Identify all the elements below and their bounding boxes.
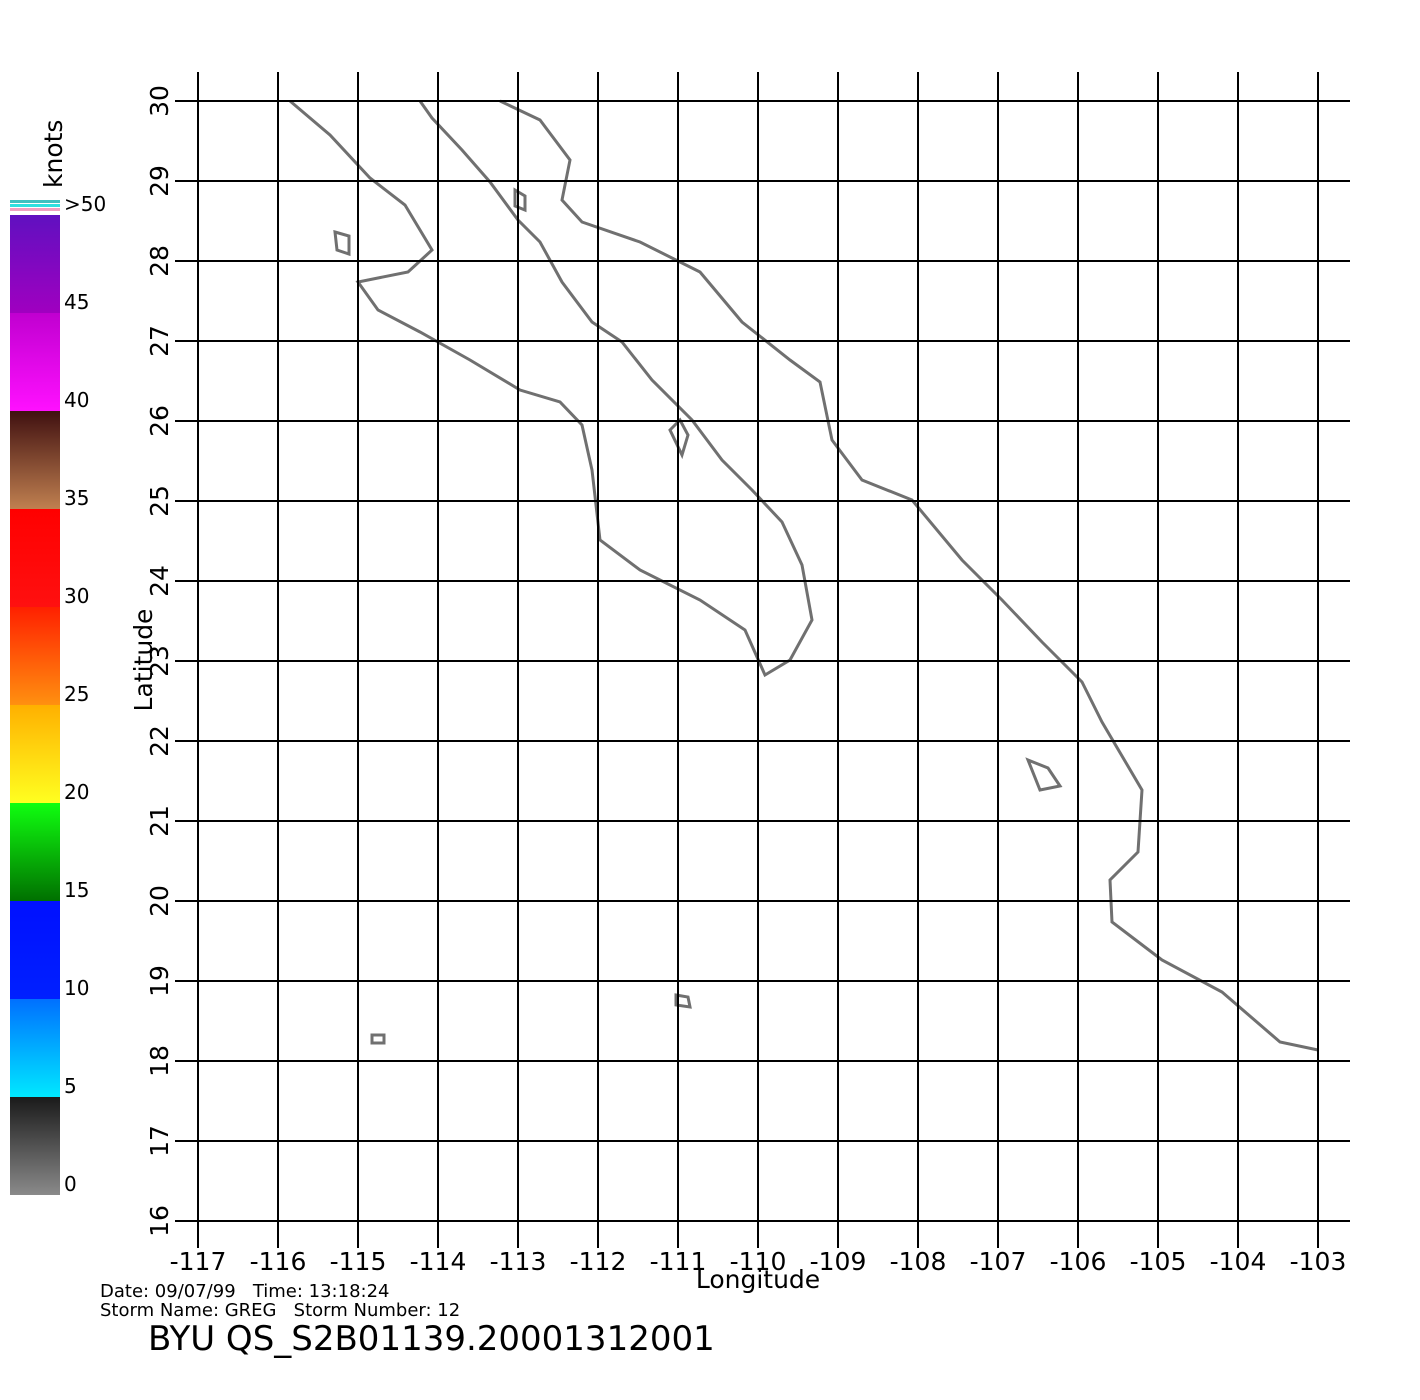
colorbar-tick-label: 20 <box>64 780 89 804</box>
y-tick-label: 17 <box>145 1125 174 1157</box>
y-tick-label: 28 <box>145 245 174 277</box>
grid: -117 -116 -115 -114 -113 -112 -111 -110 -109 -108… <box>145 72 1350 1276</box>
y-axis-label: Latitude <box>129 609 158 712</box>
colorbar-label: knots <box>39 120 68 188</box>
x-tick-label: -104 <box>1210 1247 1267 1276</box>
x-tick-label: -116 <box>250 1247 307 1276</box>
colorbar-band <box>10 999 60 1097</box>
x-tick-label: -113 <box>490 1247 547 1276</box>
y-tick-label: 19 <box>145 965 174 997</box>
coastline <box>289 99 1319 1052</box>
x-tick-label: -117 <box>170 1247 227 1276</box>
colorbar-tick-label: 25 <box>64 682 89 706</box>
colorbar-band <box>10 1097 60 1195</box>
y-tick-label: 23 <box>145 645 174 677</box>
colorbar-tick-label: 10 <box>64 976 89 1000</box>
info-line: Date: 09/07/99 Time: 13:18:24 <box>100 1281 390 1302</box>
x-tick-label: -108 <box>890 1247 947 1276</box>
x-tick-label: -106 <box>1050 1247 1107 1276</box>
colorbar-band <box>10 705 60 803</box>
colorbar-band <box>10 901 60 999</box>
colorbar-tick-label: 5 <box>64 1074 77 1098</box>
y-tick-label: 30 <box>145 85 174 117</box>
baja-coast <box>289 99 814 678</box>
colorbar-cap <box>10 208 60 211</box>
island <box>333 187 1063 1045</box>
x-tick-label: -105 <box>1130 1247 1187 1276</box>
x-tick-label: -107 <box>970 1247 1027 1276</box>
x-tick-label: -110 <box>730 1247 787 1276</box>
colorbar-tick-label: 0 <box>64 1172 77 1196</box>
y-tick-label: 27 <box>145 325 174 357</box>
colorbar-band <box>10 607 60 705</box>
colorbar-tick-label: 40 <box>64 388 89 412</box>
colorbar-band <box>10 215 60 313</box>
mainland-coast <box>499 99 1319 1052</box>
x-tick-label: -115 <box>330 1247 387 1276</box>
y-tick-label: 24 <box>145 565 174 597</box>
y-tick-label: 16 <box>145 1205 174 1237</box>
info-line: Storm Name: GREG Storm Number: 12 <box>100 1300 460 1321</box>
colorbar-tick-label: 15 <box>64 878 89 902</box>
colorbar-band <box>10 313 60 411</box>
y-tick-label: 25 <box>145 485 174 517</box>
colorbar-tick-label: 35 <box>64 486 89 510</box>
y-tick-label: 26 <box>145 405 174 437</box>
colorbar-band <box>10 509 60 607</box>
x-axis-label: Longitude <box>696 1265 820 1294</box>
colorbar-cap <box>10 204 60 207</box>
colorbar-band <box>10 803 60 901</box>
colorbar-band <box>10 411 60 509</box>
y-tick-label: 18 <box>145 1045 174 1077</box>
x-tick-label: -103 <box>1290 1247 1347 1276</box>
x-tick-label: -112 <box>570 1247 627 1276</box>
y-tick-label: 21 <box>145 805 174 837</box>
x-tick-label: -111 <box>650 1247 707 1276</box>
colorbar: 0 5 10 15 20 25 30 35 40 45 >50 <box>10 192 106 1196</box>
colorbar-cap <box>10 200 60 203</box>
x-tick-label: -114 <box>410 1247 467 1276</box>
y-tick-label: 22 <box>145 725 174 757</box>
title: BYU QS_S2B01139.20001312001 <box>148 1319 715 1359</box>
colorbar-tick-label: 45 <box>64 290 89 314</box>
y-tick-label: 20 <box>145 885 174 917</box>
colorbar-tick-label: 30 <box>64 584 89 608</box>
colorbar-tick-label: >50 <box>64 192 106 216</box>
x-tick-label: -109 <box>810 1247 867 1276</box>
y-tick-label: 29 <box>145 165 174 197</box>
